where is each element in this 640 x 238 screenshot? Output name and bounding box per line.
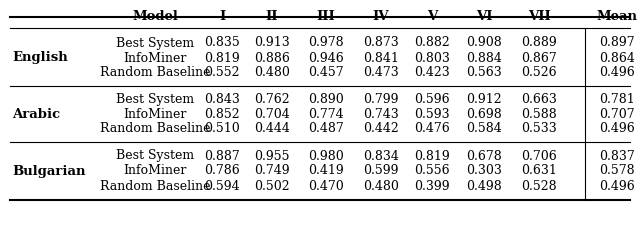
Text: 0.593: 0.593 [414, 108, 450, 120]
Text: 0.678: 0.678 [466, 149, 502, 163]
Text: 0.584: 0.584 [466, 123, 502, 135]
Text: 0.781: 0.781 [599, 93, 635, 105]
Text: 0.706: 0.706 [521, 149, 557, 163]
Text: 0.882: 0.882 [414, 36, 450, 50]
Text: 0.867: 0.867 [521, 51, 557, 64]
Text: 0.444: 0.444 [254, 123, 290, 135]
Text: II: II [266, 10, 278, 23]
Text: 0.442: 0.442 [363, 123, 399, 135]
Text: 0.835: 0.835 [204, 36, 240, 50]
Text: 0.480: 0.480 [254, 66, 290, 79]
Text: 0.884: 0.884 [466, 51, 502, 64]
Text: 0.762: 0.762 [254, 93, 290, 105]
Text: 0.578: 0.578 [599, 164, 635, 178]
Text: Mean: Mean [596, 10, 637, 23]
Text: 0.303: 0.303 [466, 164, 502, 178]
Text: VI: VI [476, 10, 492, 23]
Text: 0.786: 0.786 [204, 164, 240, 178]
Text: Random Baseline: Random Baseline [100, 123, 211, 135]
Text: 0.473: 0.473 [363, 66, 399, 79]
Text: 0.457: 0.457 [308, 66, 344, 79]
Text: 0.912: 0.912 [466, 93, 502, 105]
Text: V: V [427, 10, 437, 23]
Text: VII: VII [527, 10, 550, 23]
Text: 0.841: 0.841 [363, 51, 399, 64]
Text: 0.556: 0.556 [414, 164, 450, 178]
Text: 0.908: 0.908 [466, 36, 502, 50]
Text: 0.864: 0.864 [599, 51, 635, 64]
Text: 0.774: 0.774 [308, 108, 344, 120]
Text: I: I [219, 10, 225, 23]
Text: 0.897: 0.897 [599, 36, 635, 50]
Text: 0.889: 0.889 [521, 36, 557, 50]
Text: 0.423: 0.423 [414, 66, 450, 79]
Text: Random Baseline: Random Baseline [100, 66, 211, 79]
Text: 0.803: 0.803 [414, 51, 450, 64]
Text: 0.496: 0.496 [599, 123, 635, 135]
Text: 0.487: 0.487 [308, 123, 344, 135]
Text: 0.886: 0.886 [254, 51, 290, 64]
Text: 0.890: 0.890 [308, 93, 344, 105]
Text: Best System: Best System [116, 93, 194, 105]
Text: 0.704: 0.704 [254, 108, 290, 120]
Text: 0.749: 0.749 [254, 164, 290, 178]
Text: 0.470: 0.470 [308, 179, 344, 193]
Text: English: English [12, 51, 68, 64]
Text: Random Baseline: Random Baseline [100, 179, 211, 193]
Text: 0.502: 0.502 [254, 179, 290, 193]
Text: Model: Model [132, 10, 178, 23]
Text: 0.498: 0.498 [466, 179, 502, 193]
Text: 0.631: 0.631 [521, 164, 557, 178]
Text: 0.980: 0.980 [308, 149, 344, 163]
Text: IV: IV [372, 10, 389, 23]
Text: 0.480: 0.480 [363, 179, 399, 193]
Text: InfoMiner: InfoMiner [124, 108, 187, 120]
Text: 0.707: 0.707 [599, 108, 635, 120]
Text: 0.946: 0.946 [308, 51, 344, 64]
Text: 0.496: 0.496 [599, 66, 635, 79]
Text: 0.837: 0.837 [599, 149, 635, 163]
Text: 0.887: 0.887 [204, 149, 240, 163]
Text: 0.913: 0.913 [254, 36, 290, 50]
Text: InfoMiner: InfoMiner [124, 164, 187, 178]
Text: Best System: Best System [116, 149, 194, 163]
Text: 0.526: 0.526 [521, 66, 557, 79]
Text: 0.596: 0.596 [414, 93, 450, 105]
Text: 0.594: 0.594 [204, 179, 240, 193]
Text: III: III [317, 10, 335, 23]
Text: 0.533: 0.533 [521, 123, 557, 135]
Text: 0.399: 0.399 [414, 179, 450, 193]
Text: 0.852: 0.852 [204, 108, 240, 120]
Text: 0.510: 0.510 [204, 123, 240, 135]
Text: 0.476: 0.476 [414, 123, 450, 135]
Text: 0.663: 0.663 [521, 93, 557, 105]
Text: 0.955: 0.955 [254, 149, 290, 163]
Text: Arabic: Arabic [12, 108, 60, 120]
Text: 0.843: 0.843 [204, 93, 240, 105]
Text: 0.819: 0.819 [414, 149, 450, 163]
Text: 0.799: 0.799 [364, 93, 399, 105]
Text: 0.496: 0.496 [599, 179, 635, 193]
Text: 0.873: 0.873 [363, 36, 399, 50]
Text: 0.552: 0.552 [204, 66, 240, 79]
Text: 0.743: 0.743 [363, 108, 399, 120]
Text: 0.588: 0.588 [521, 108, 557, 120]
Text: Bulgarian: Bulgarian [12, 164, 86, 178]
Text: 0.698: 0.698 [466, 108, 502, 120]
Text: 0.528: 0.528 [521, 179, 557, 193]
Text: 0.563: 0.563 [466, 66, 502, 79]
Text: 0.599: 0.599 [364, 164, 399, 178]
Text: 0.819: 0.819 [204, 51, 240, 64]
Text: InfoMiner: InfoMiner [124, 51, 187, 64]
Text: 0.419: 0.419 [308, 164, 344, 178]
Text: 0.978: 0.978 [308, 36, 344, 50]
Text: 0.834: 0.834 [363, 149, 399, 163]
Text: Best System: Best System [116, 36, 194, 50]
